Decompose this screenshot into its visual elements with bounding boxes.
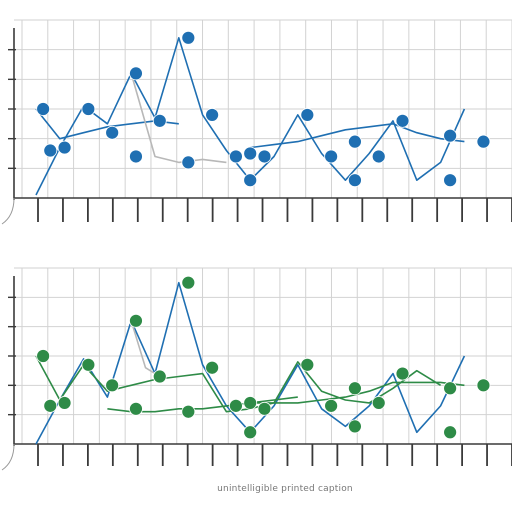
- data-point: [243, 173, 258, 188]
- axis-corner-curve: [1, 443, 15, 471]
- data-point: [443, 128, 458, 143]
- data-point: [129, 313, 143, 328]
- axis-corner-curve: [1, 197, 15, 225]
- data-point: [395, 113, 410, 128]
- data-point: [443, 173, 458, 188]
- data-point: [443, 381, 458, 396]
- data-point: [57, 140, 72, 155]
- data-point: [105, 378, 120, 393]
- data-point: [81, 102, 96, 116]
- figure-caption: unintelligible printed caption: [217, 484, 353, 494]
- data-point: [57, 396, 72, 410]
- data-point: [371, 149, 386, 164]
- series-line: [250, 123, 465, 149]
- data-point: [476, 378, 491, 393]
- data-point: [43, 398, 58, 413]
- data-point: [36, 349, 51, 363]
- data-point: [129, 401, 143, 416]
- data-point: [81, 357, 96, 372]
- data-point: [395, 366, 410, 381]
- data-point: [181, 275, 196, 290]
- data-point: [229, 398, 243, 413]
- data-point: [243, 396, 258, 410]
- data-point: [443, 425, 458, 440]
- data-point: [152, 113, 167, 128]
- data-point: [229, 149, 243, 164]
- data-point: [324, 149, 339, 164]
- series-line: [130, 73, 227, 164]
- data-point: [348, 173, 362, 188]
- bottom-line-chart: [1, 267, 512, 471]
- data-point: [324, 398, 339, 413]
- top-line-chart: [1, 19, 512, 225]
- data-point: [105, 125, 120, 140]
- data-point: [205, 360, 220, 375]
- data-point: [43, 143, 58, 158]
- data-point: [243, 425, 258, 440]
- data-point: [129, 66, 143, 81]
- data-point: [181, 30, 196, 45]
- data-point: [348, 381, 362, 396]
- data-point: [181, 404, 196, 419]
- data-point: [348, 419, 362, 434]
- data-point: [476, 134, 491, 149]
- data-point: [152, 369, 167, 384]
- data-point: [257, 401, 272, 416]
- data-point: [181, 155, 196, 170]
- data-point: [371, 396, 386, 410]
- data-point: [243, 146, 258, 161]
- data-point: [300, 108, 315, 122]
- data-point: [348, 134, 362, 149]
- data-point: [36, 102, 51, 116]
- data-point: [300, 357, 315, 372]
- data-point: [257, 149, 272, 164]
- data-point: [205, 108, 220, 122]
- data-point: [129, 149, 143, 164]
